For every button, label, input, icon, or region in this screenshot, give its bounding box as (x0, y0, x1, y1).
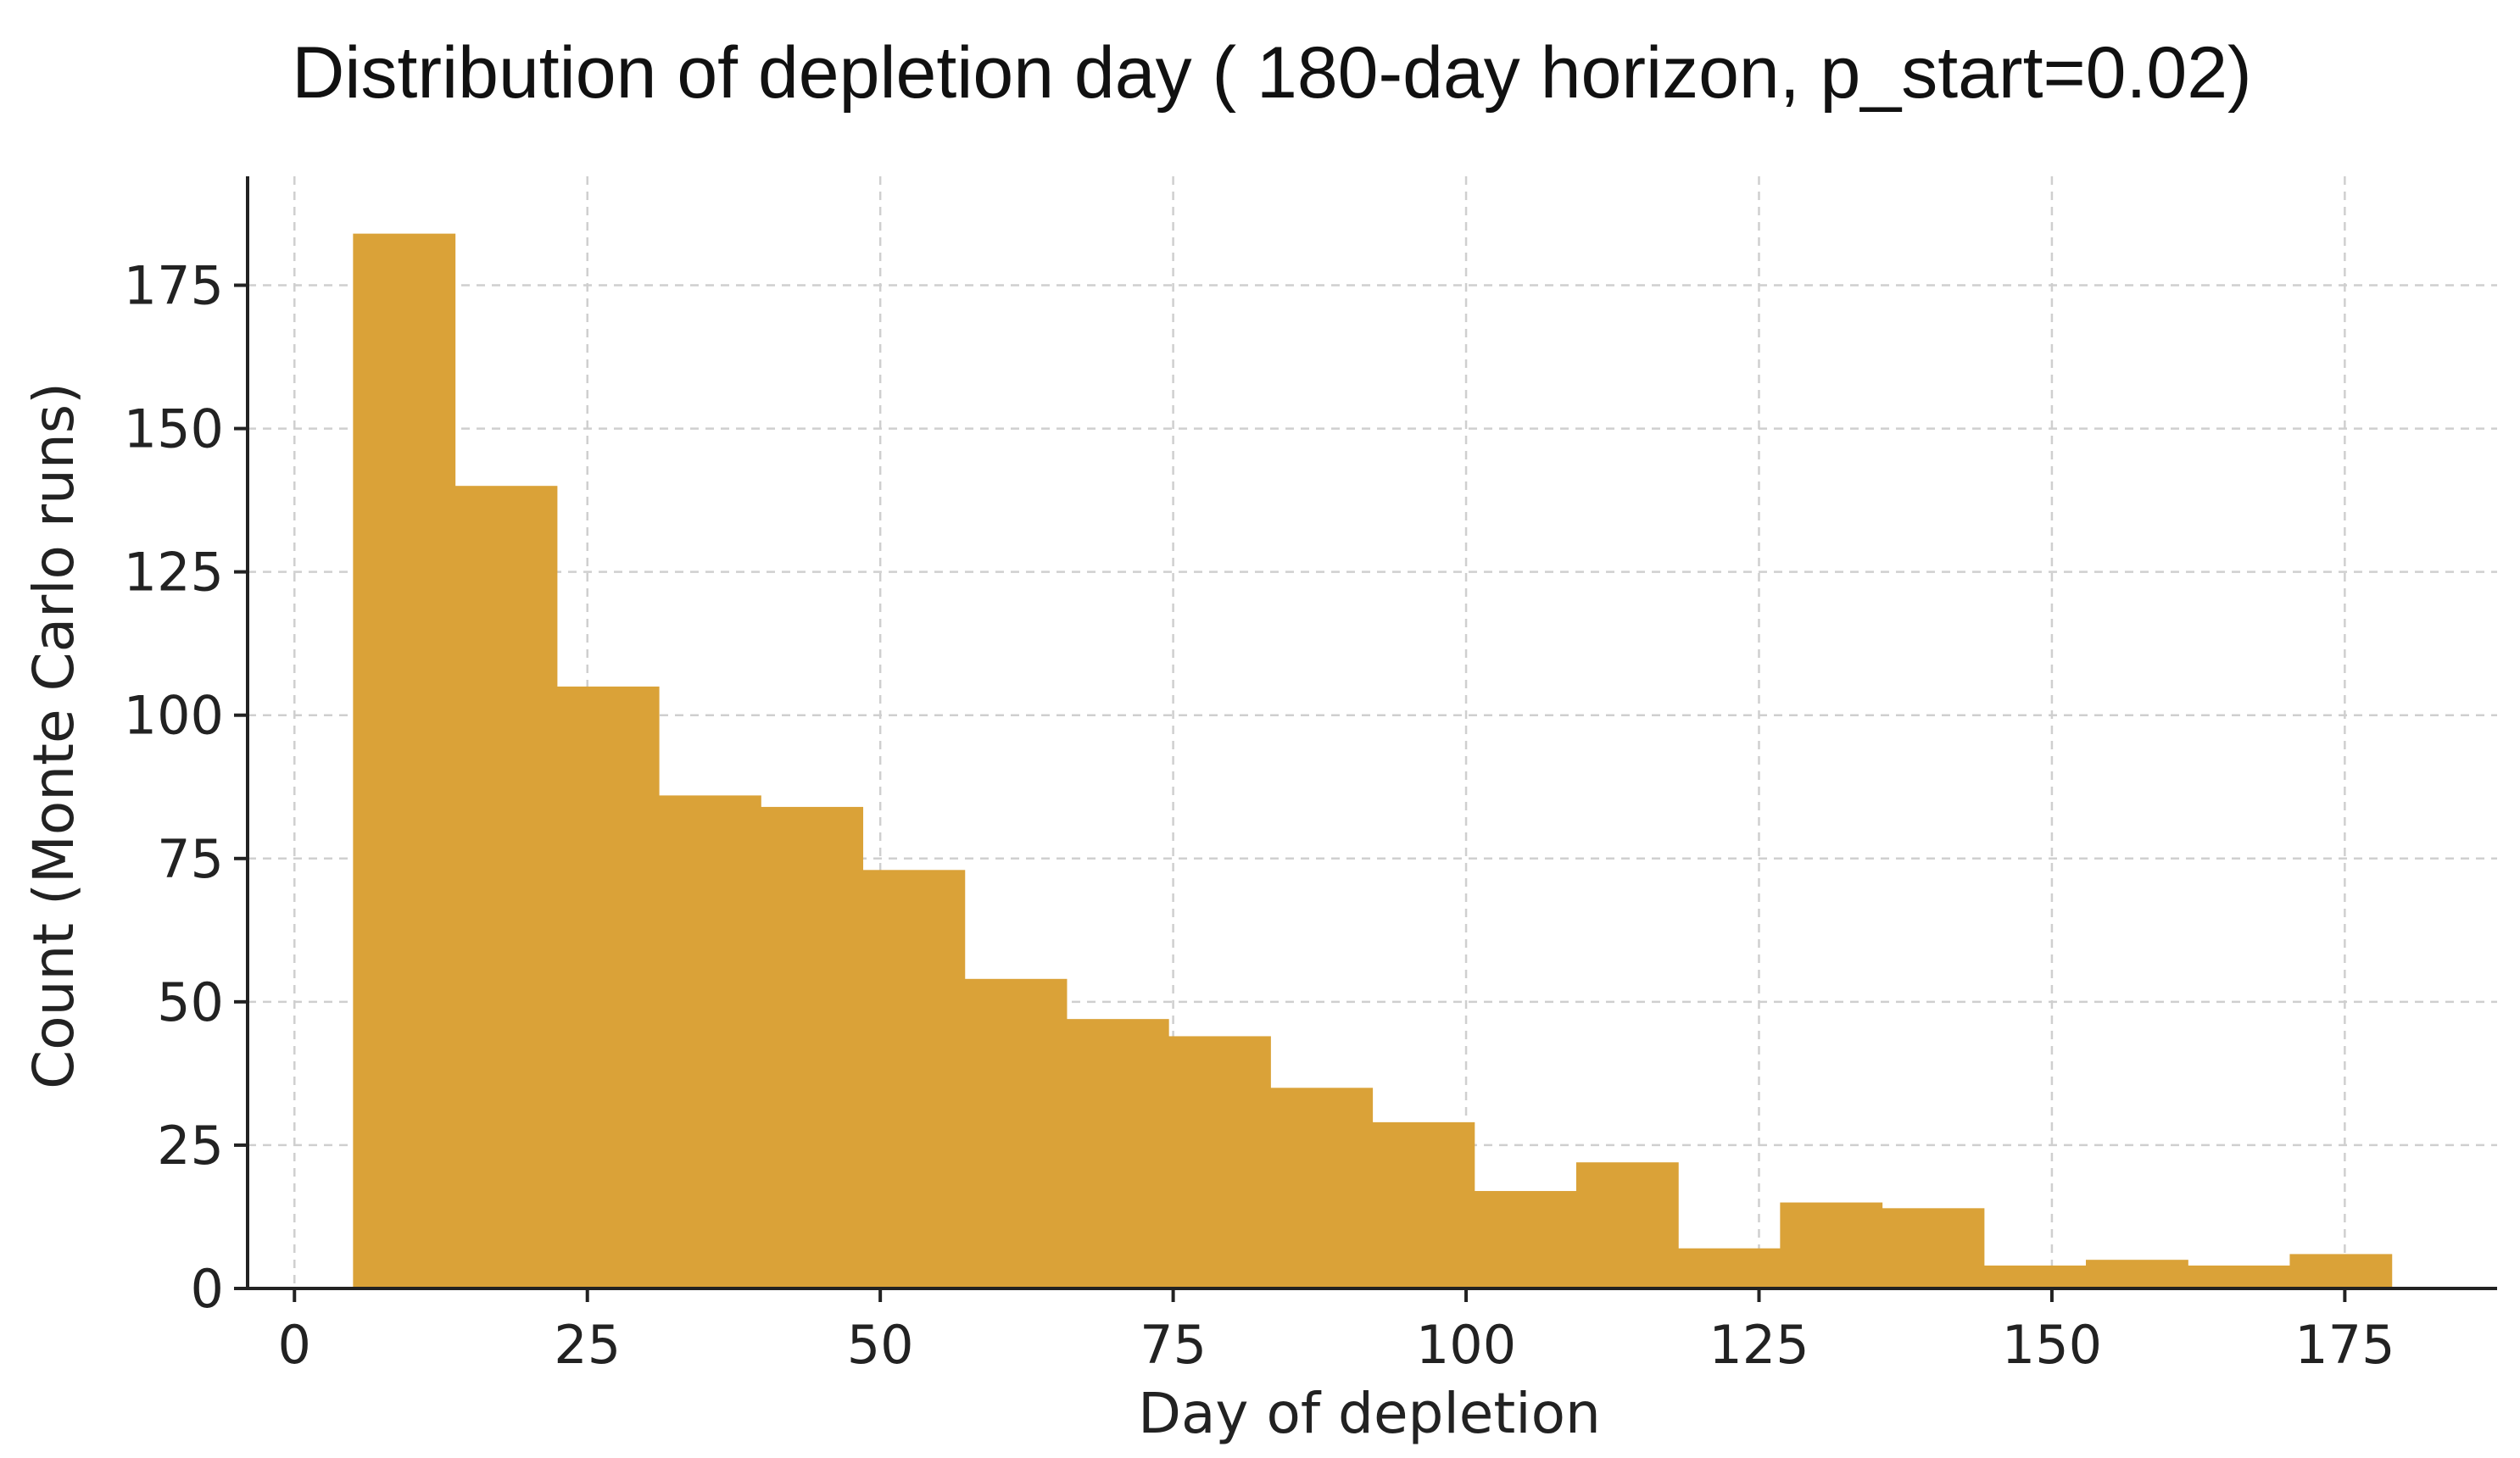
histogram-bar (1780, 1202, 1883, 1288)
histogram-bar (1372, 1121, 1475, 1288)
histogram-bar (1882, 1208, 1985, 1288)
histogram-bar (353, 233, 456, 1288)
y-axis-ticks: 0 25 50 75 100 125 150 175 (124, 254, 248, 1320)
histogram-bars (353, 233, 2393, 1288)
y-tick-label: 150 (124, 398, 224, 460)
histogram-bar (964, 978, 1068, 1288)
y-tick-label: 0 (191, 1258, 224, 1320)
y-tick-label: 50 (157, 971, 224, 1033)
y-tick-label: 75 (157, 828, 224, 890)
histogram-bar (1983, 1265, 2087, 1288)
x-tick-label: 125 (1709, 1314, 1809, 1376)
histogram-bar (1168, 1036, 1271, 1288)
y-tick-label: 25 (157, 1115, 224, 1177)
x-tick-label: 75 (1140, 1314, 1207, 1376)
histogram-bar (2085, 1260, 2188, 1288)
y-tick-label: 175 (124, 254, 224, 316)
y-tick-label: 125 (124, 542, 224, 604)
x-axis-ticks: 0 25 50 75 100 125 150 175 (278, 1288, 2395, 1376)
histogram-bar (1270, 1088, 1374, 1288)
histogram-bar (1066, 1019, 1169, 1288)
histogram-bar (761, 806, 864, 1288)
histogram-bar (1575, 1162, 1679, 1288)
y-tick-label: 100 (124, 685, 224, 747)
histogram-bar (2188, 1265, 2291, 1288)
x-axis-label: Day of depletion (1138, 1381, 1601, 1446)
histogram-bar (1678, 1248, 1781, 1288)
histogram-bar (2289, 1254, 2393, 1288)
x-tick-label: 175 (2294, 1314, 2395, 1376)
axes (246, 176, 2497, 1290)
x-tick-label: 0 (278, 1314, 311, 1376)
x-tick-label: 150 (2002, 1314, 2102, 1376)
x-tick-label: 50 (847, 1314, 914, 1376)
y-axis-label: Count (Monte Carlo runs) (21, 382, 86, 1089)
histogram-bar (454, 486, 558, 1288)
histogram-bar (659, 795, 761, 1288)
chart-title: Distribution of depletion day ( 180-day … (292, 32, 2251, 114)
histogram-bar (1474, 1191, 1577, 1288)
histogram-bar (556, 686, 660, 1288)
histogram-bar (862, 870, 966, 1288)
x-tick-label: 100 (1416, 1314, 1516, 1376)
x-tick-label: 25 (554, 1314, 621, 1376)
